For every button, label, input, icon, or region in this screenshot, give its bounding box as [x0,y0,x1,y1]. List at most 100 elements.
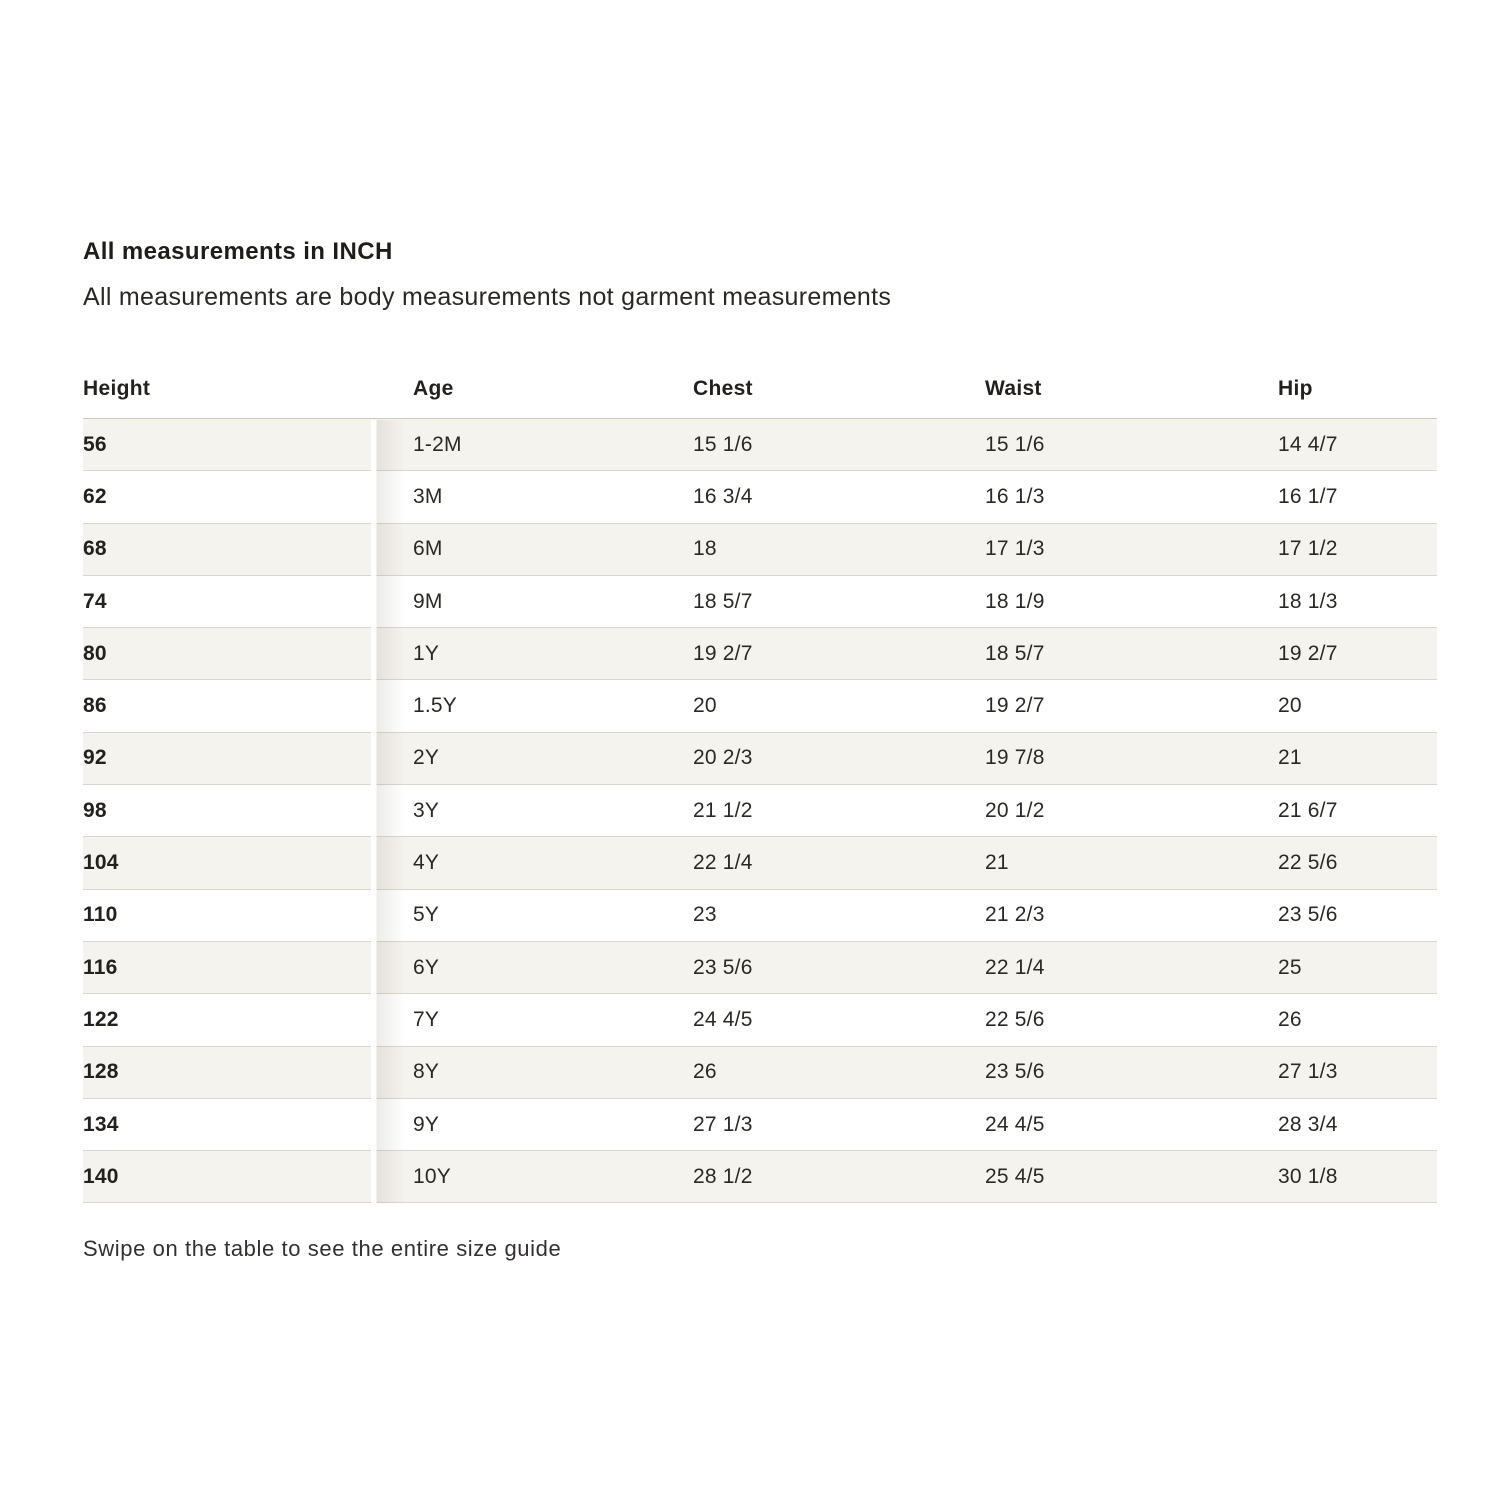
cell-age: 9M [413,589,443,613]
cell-height: 92 [83,746,107,770]
table-row: 62 3M 16 3/4 16 1/3 16 1/7 [83,471,1437,524]
cell-chest: 24 4/5 [693,1007,753,1031]
cell-chest: 18 [693,537,717,561]
column-header-chest: Chest [693,377,985,419]
cell-height: 116 [83,955,118,979]
table-row: 140 10Y 28 1/2 25 4/5 30 1/8 [83,1150,1437,1203]
page-title: All measurements in INCH [83,238,393,265]
cell-height: 134 [83,1112,119,1136]
table-row: 80 1Y 19 2/7 18 5/7 19 2/7 [83,627,1437,680]
cell-waist: 19 2/7 [985,694,1045,718]
cell-chest: 23 [693,903,717,927]
cell-height: 98 [83,798,107,822]
table-header-row: Height Age Chest Waist Hip [83,377,1437,419]
cell-age: 6Y [413,955,440,979]
cell-age: 9Y [413,1112,440,1136]
cell-hip: 26 [1278,1007,1302,1031]
cell-hip: 21 6/7 [1278,798,1338,822]
column-header-age: Age [413,377,693,419]
column-header-hip: Hip [1278,377,1437,419]
table-row: 134 9Y 27 1/3 24 4/5 28 3/4 [83,1098,1437,1151]
cell-chest: 16 3/4 [693,484,753,508]
table-row: 116 6Y 23 5/6 22 1/4 25 [83,941,1437,994]
cell-chest: 28 1/2 [693,1164,753,1188]
cell-chest: 21 1/2 [693,798,753,822]
cell-age: 1-2M [413,432,462,456]
table-row: 56 1-2M 15 1/6 15 1/6 14 4/7 [83,418,1437,471]
cell-hip: 22 5/6 [1278,851,1338,875]
cell-waist: 22 5/6 [985,1007,1045,1031]
cell-height: 68 [83,537,107,561]
table-row: 104 4Y 22 1/4 21 22 5/6 [83,836,1437,890]
cell-hip: 14 4/7 [1278,432,1338,456]
cell-hip: 17 1/2 [1278,537,1338,561]
cell-waist: 25 4/5 [985,1164,1045,1188]
cell-waist: 18 5/7 [985,641,1045,665]
cell-chest: 26 [693,1060,717,1084]
cell-chest: 23 5/6 [693,955,753,979]
cell-waist: 24 4/5 [985,1112,1045,1136]
cell-height: 122 [83,1007,119,1031]
cell-height: 80 [83,641,107,665]
cell-hip: 28 3/4 [1278,1112,1338,1136]
cell-height: 86 [83,694,107,718]
cell-hip: 27 1/3 [1278,1060,1338,1084]
cell-hip: 30 1/8 [1278,1164,1338,1188]
cell-age: 8Y [413,1060,440,1084]
size-table: Height Age Chest Waist Hip 56 1-2M 15 1/… [83,377,1437,1203]
cell-age: 1.5Y [413,694,457,718]
cell-hip: 23 5/6 [1278,903,1338,927]
table-row: 122 7Y 24 4/5 22 5/6 26 [83,994,1437,1047]
cell-height: 56 [83,432,107,456]
cell-height: 62 [83,484,107,508]
table-row: 74 9M 18 5/7 18 1/9 18 1/3 [83,575,1437,628]
cell-age: 1Y [413,641,440,665]
page-subtitle: All measurements are body measurements n… [83,283,892,311]
cell-chest: 27 1/3 [693,1112,753,1136]
cell-chest: 15 1/6 [693,432,753,456]
cell-age: 6M [413,537,443,561]
cell-hip: 18 1/3 [1278,589,1338,613]
cell-age: 5Y [413,903,440,927]
cell-height: 128 [83,1060,119,1084]
cell-waist: 19 7/8 [985,746,1045,770]
table-row: 68 6M 18 17 1/3 17 1/2 [83,523,1437,576]
cell-age: 3M [413,484,443,508]
table-row: 128 8Y 26 23 5/6 27 1/3 [83,1046,1437,1099]
cell-waist: 17 1/3 [985,537,1045,561]
cell-age: 3Y [413,798,440,822]
cell-chest: 22 1/4 [693,851,753,875]
table-row: 86 1.5Y 20 19 2/7 20 [83,680,1437,733]
size-table-scroll[interactable]: Height Age Chest Waist Hip 56 1-2M 15 1/… [83,377,1437,1204]
cell-waist: 15 1/6 [985,432,1045,456]
cell-age: 2Y [413,746,440,770]
table-row: 92 2Y 20 2/3 19 7/8 21 [83,732,1437,785]
cell-age: 4Y [413,851,440,875]
cell-waist: 21 [985,851,1009,875]
cell-chest: 20 [693,694,717,718]
cell-height: 140 [83,1164,119,1188]
cell-waist: 20 1/2 [985,798,1045,822]
cell-hip: 25 [1278,955,1302,979]
table-body: 56 1-2M 15 1/6 15 1/6 14 4/7 62 3M 16 3/… [83,418,1437,1203]
cell-height: 110 [83,903,118,927]
cell-chest: 20 2/3 [693,746,753,770]
column-header-height: Height [83,377,413,419]
cell-height: 74 [83,589,107,613]
cell-waist: 21 2/3 [985,903,1045,927]
table-row: 98 3Y 21 1/2 20 1/2 21 6/7 [83,785,1437,837]
cell-height: 104 [83,851,119,875]
cell-waist: 22 1/4 [985,955,1045,979]
cell-waist: 18 1/9 [985,589,1045,613]
cell-age: 10Y [413,1164,451,1188]
table-row: 110 5Y 23 21 2/3 23 5/6 [83,889,1437,942]
cell-hip: 20 [1278,694,1302,718]
cell-hip: 19 2/7 [1278,641,1338,665]
cell-waist: 23 5/6 [985,1060,1045,1084]
cell-chest: 19 2/7 [693,641,753,665]
cell-hip: 21 [1278,746,1302,770]
cell-hip: 16 1/7 [1278,484,1338,508]
cell-waist: 16 1/3 [985,484,1045,508]
cell-chest: 18 5/7 [693,589,753,613]
